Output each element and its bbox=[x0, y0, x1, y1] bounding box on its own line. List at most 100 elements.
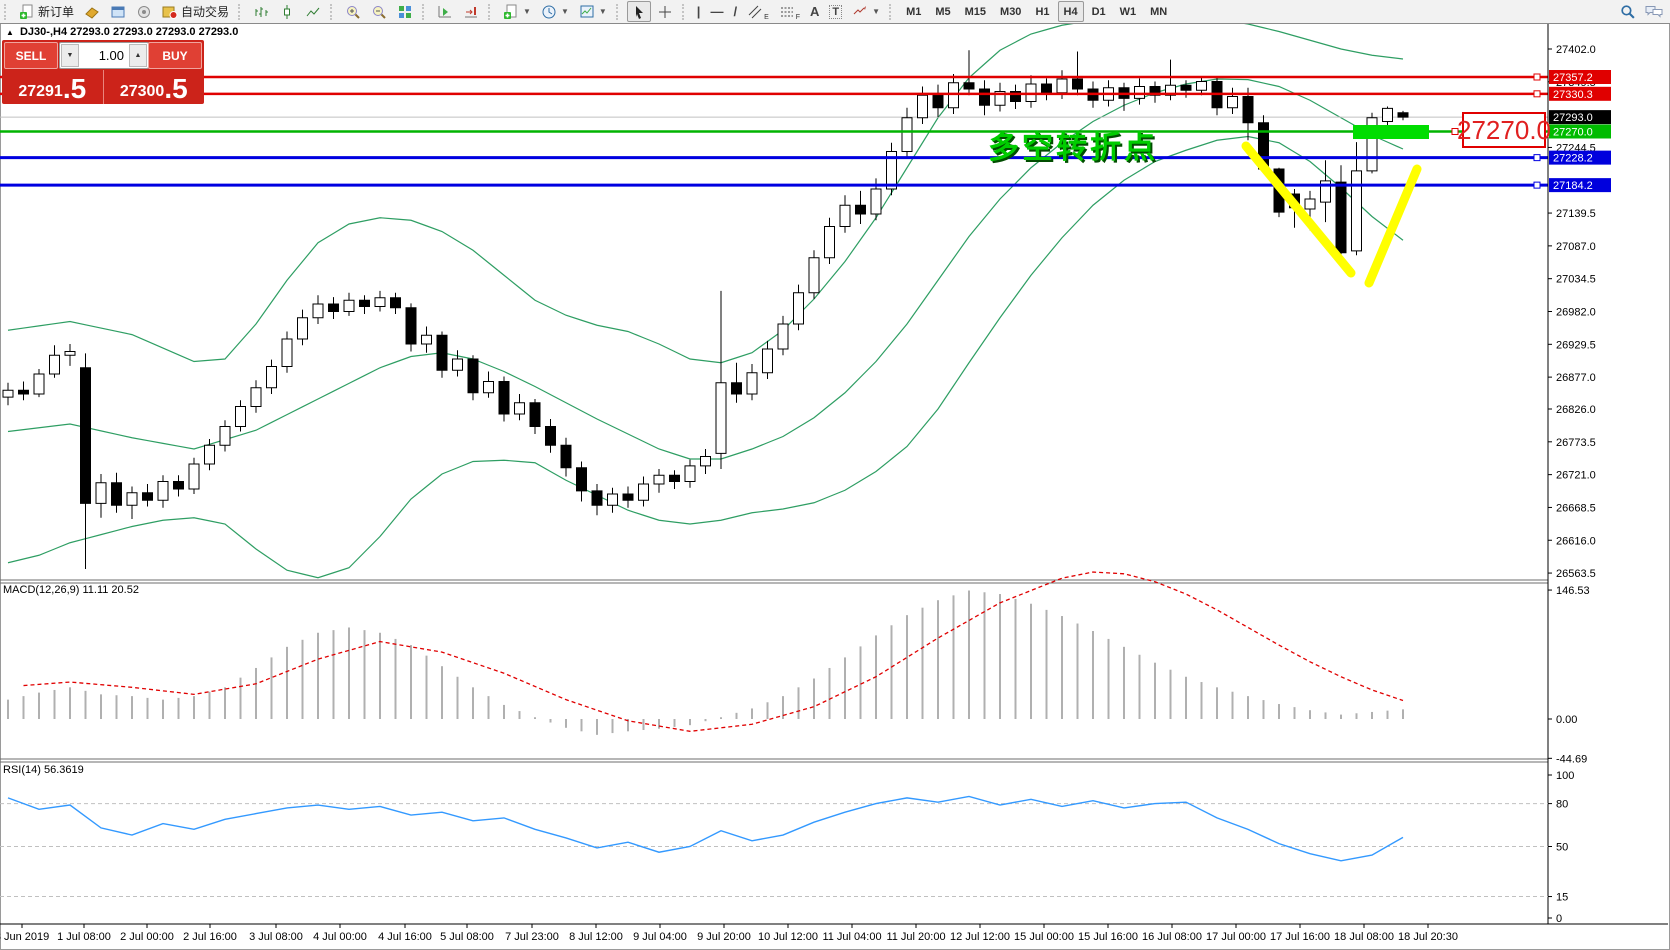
hline-handle[interactable] bbox=[1533, 154, 1541, 162]
yellow-trendline[interactable] bbox=[1241, 141, 1356, 278]
hline-handle[interactable] bbox=[1533, 90, 1541, 98]
new-chart-button[interactable]: ▼ bbox=[499, 1, 535, 22]
new-order-icon bbox=[20, 4, 33, 19]
candle bbox=[1041, 83, 1052, 94]
candle bbox=[963, 82, 975, 90]
toolbar-separator bbox=[681, 3, 688, 20]
timeframe-MN[interactable]: MN bbox=[1150, 5, 1168, 18]
auto-scroll-button[interactable] bbox=[433, 1, 457, 22]
turning-point-annotation[interactable]: 多空转折点 bbox=[988, 130, 1158, 165]
price-tick-label: 27034.5 bbox=[1556, 274, 1596, 286]
cursor-tool-button[interactable] bbox=[626, 1, 651, 22]
clock-icon bbox=[542, 5, 556, 18]
volume-input[interactable] bbox=[80, 43, 128, 68]
channel-tool-button[interactable]: E bbox=[743, 1, 773, 22]
arrows-tool-button[interactable]: ▼ bbox=[848, 1, 884, 22]
candle bbox=[436, 334, 448, 371]
green-highlight-rect[interactable] bbox=[1353, 125, 1429, 139]
candle bbox=[374, 297, 386, 307]
time-tick-label: 8 Jun 2019 bbox=[0, 931, 49, 943]
text-label-tool-button[interactable]: T bbox=[825, 1, 846, 22]
text-tool-button[interactable]: A bbox=[806, 1, 823, 22]
candle-chart-mode-button[interactable] bbox=[275, 1, 299, 22]
hline-handle[interactable] bbox=[1533, 181, 1541, 189]
sell-price-frac: .5 bbox=[62, 73, 87, 104]
candle bbox=[359, 299, 370, 307]
periods-button[interactable]: ▼ bbox=[537, 1, 573, 22]
bollinger-upper bbox=[7, 14, 1404, 364]
text-tool-icon: A bbox=[810, 4, 820, 19]
bar-chart-mode-button[interactable] bbox=[249, 1, 273, 22]
price-tick-label: 27087.0 bbox=[1556, 241, 1596, 253]
chat-icon[interactable] bbox=[1644, 3, 1664, 20]
candle bbox=[932, 94, 944, 109]
timeframe-H4[interactable]: H4 bbox=[1057, 1, 1084, 22]
volume-increase-button[interactable]: ▲ bbox=[129, 44, 147, 67]
timeframe-H1[interactable]: H1 bbox=[1035, 5, 1050, 18]
buy-price-frac: .5 bbox=[164, 73, 188, 104]
bar-chart-icon bbox=[255, 6, 269, 17]
fibonacci-icon bbox=[780, 7, 793, 16]
data-window-button[interactable] bbox=[106, 1, 130, 22]
market-watch-button[interactable] bbox=[80, 1, 104, 22]
candle bbox=[808, 257, 820, 294]
buy-price[interactable]: 27300 .5 bbox=[104, 70, 205, 104]
callout-anchor-marker[interactable] bbox=[1451, 128, 1459, 135]
axis-price-flag bbox=[1549, 70, 1611, 84]
signals-button[interactable] bbox=[132, 1, 156, 22]
zoom-in-button[interactable] bbox=[341, 1, 365, 22]
timeframe-M1[interactable]: M1 bbox=[906, 5, 922, 18]
rsi-axis-label: 50 bbox=[1556, 842, 1568, 854]
time-tick-label: 2 Jul 16:00 bbox=[183, 931, 237, 943]
volume-decrease-button[interactable]: ▼ bbox=[61, 44, 79, 67]
hline-handle[interactable] bbox=[1533, 73, 1541, 81]
candle bbox=[994, 91, 1006, 106]
time-tick-label: 18 Jul 20:30 bbox=[1398, 931, 1458, 943]
chart-shift-icon bbox=[465, 6, 478, 17]
timeframe-M15[interactable]: M15 bbox=[964, 5, 987, 18]
trendline-tool-button[interactable]: / bbox=[729, 1, 741, 22]
timeframe-M5[interactable]: M5 bbox=[935, 5, 951, 18]
candle bbox=[250, 387, 262, 407]
auto-scroll-icon bbox=[438, 5, 452, 17]
timeframe-M30[interactable]: M30 bbox=[1000, 5, 1022, 18]
chart-shift-button[interactable] bbox=[459, 1, 483, 22]
vertical-line-tool-button[interactable]: | bbox=[693, 1, 705, 22]
price-callout-box[interactable]: 27270.0 bbox=[1457, 112, 1551, 148]
time-tick-label: 18 Jul 08:00 bbox=[1334, 931, 1394, 943]
time-tick-label: 11 Jul 04:00 bbox=[822, 931, 881, 943]
sell-price[interactable]: 27291 .5 bbox=[2, 70, 104, 104]
sell-button[interactable]: SELL bbox=[4, 42, 58, 69]
candle bbox=[901, 117, 913, 152]
fibonacci-tool-button[interactable]: F bbox=[775, 1, 804, 22]
candle bbox=[839, 204, 851, 227]
timeframe-W1[interactable]: W1 bbox=[1119, 5, 1137, 18]
zoom-in-icon bbox=[347, 5, 360, 19]
time-tick-label: 16 Jul 08:00 bbox=[1142, 931, 1202, 943]
candle bbox=[95, 482, 107, 504]
candle bbox=[188, 463, 200, 490]
timeframe-D1[interactable]: D1 bbox=[1091, 5, 1106, 18]
macd-label: MACD(12,26,9) 11.11 20.52 bbox=[3, 584, 139, 596]
templates-button[interactable]: ▼ bbox=[575, 1, 611, 22]
buy-button[interactable]: BUY bbox=[148, 42, 202, 69]
candle bbox=[18, 389, 29, 395]
yellow-trendline[interactable] bbox=[1364, 164, 1422, 288]
auto-trading-button[interactable]: 自动交易 bbox=[158, 1, 233, 22]
crosshair-tool-button[interactable] bbox=[653, 1, 677, 22]
candle bbox=[405, 307, 417, 345]
search-icon[interactable] bbox=[1619, 3, 1636, 20]
zoom-out-button[interactable] bbox=[367, 1, 391, 22]
horizontal-line-tool-button[interactable]: — bbox=[706, 1, 727, 22]
candle bbox=[731, 382, 742, 395]
tile-windows-button[interactable] bbox=[393, 1, 417, 22]
candle bbox=[312, 303, 324, 319]
macd-axis-label: 0.00 bbox=[1556, 714, 1577, 726]
line-chart-mode-button[interactable] bbox=[301, 1, 325, 22]
text-label-icon: T bbox=[829, 4, 843, 19]
candle bbox=[1304, 198, 1316, 210]
time-tick-label: 3 Jul 08:00 bbox=[249, 931, 303, 943]
new-order-button[interactable]: 新订单 bbox=[15, 1, 78, 22]
fibonacci-tool-sub-label: F bbox=[795, 14, 801, 21]
